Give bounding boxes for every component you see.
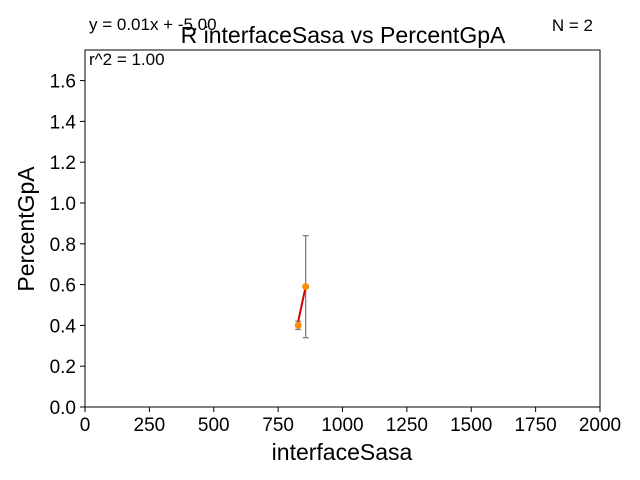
x-axis: 0 250 500 750 1000 1250 1500 1750 2000: [80, 407, 621, 436]
y-tick-label: 1.2: [50, 153, 76, 174]
x-tick-label: 1500: [450, 415, 492, 436]
y-tick-label: 1.6: [50, 72, 76, 93]
sample-count: N = 2: [552, 16, 593, 35]
x-tick-label: 1000: [321, 415, 363, 436]
data-point: [294, 321, 302, 329]
y-tick-label: 0.4: [50, 316, 77, 337]
y-tick-label: 1.0: [50, 194, 76, 215]
x-tick-label: 250: [134, 415, 166, 436]
x-axis-label: interfaceSasa: [272, 439, 413, 465]
x-tick-label: 0: [80, 415, 91, 436]
chart-title: R interfaceSasa vs PercentGpA: [181, 22, 506, 48]
plot-marks: [294, 234, 310, 339]
x-tick-label: 1250: [386, 415, 428, 436]
y-axis-label: PercentGpA: [13, 166, 39, 292]
x-tick-label: 2000: [579, 415, 621, 436]
y-tick-label: 0.6: [50, 276, 76, 297]
r-squared: r^2 = 1.00: [89, 50, 165, 69]
y-tick-label: 1.4: [50, 112, 77, 133]
y-tick-label: 0.0: [50, 398, 76, 419]
x-tick-label: 750: [262, 415, 294, 436]
x-tick-label: 500: [198, 415, 230, 436]
fit-equation: y = 0.01x + -5.00: [89, 15, 217, 34]
fit-line: [297, 286, 307, 322]
plot-frame: [84, 49, 601, 408]
data-point: [302, 283, 310, 291]
y-axis: 0.0 0.2 0.4 0.6 0.8 1.0 1.2 1.4 1.6: [50, 72, 85, 419]
x-tick-label: 1750: [514, 415, 556, 436]
y-tick-label: 0.8: [50, 235, 76, 256]
y-tick-label: 0.2: [50, 357, 76, 378]
